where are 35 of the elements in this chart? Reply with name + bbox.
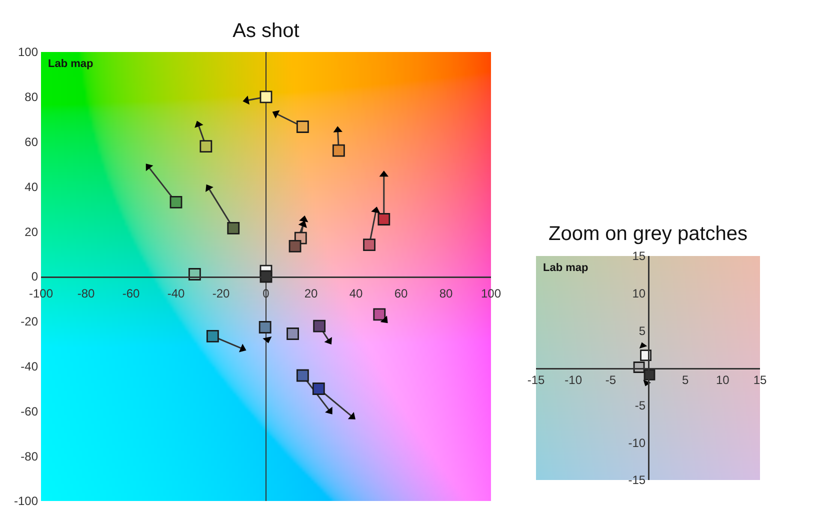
x-tick-label: -5 xyxy=(605,372,616,387)
x-tick-label: -20 xyxy=(212,286,230,300)
y-tick-label: 20 xyxy=(24,224,38,239)
x-tick-label: 5 xyxy=(682,372,689,387)
y-tick-label: 100 xyxy=(18,45,38,60)
y-tick-label: -80 xyxy=(20,449,38,464)
x-tick-label: 100 xyxy=(480,286,502,300)
y-tick-label: -10 xyxy=(628,436,646,450)
x-tick-label: 40 xyxy=(349,286,363,300)
y-tick-label: -5 xyxy=(634,398,646,413)
chart-title: Zoom on grey patches xyxy=(548,223,748,245)
y-tick-label: 40 xyxy=(24,180,38,194)
x-tick-label: -10 xyxy=(564,372,582,387)
y-tick-label: -20 xyxy=(20,314,38,329)
y-tick-label: 15 xyxy=(632,249,646,264)
x-tick-label: 20 xyxy=(304,286,318,300)
annotation: Lab map xyxy=(48,58,94,70)
y-tick-label: 60 xyxy=(24,135,38,149)
x-tick-label: -40 xyxy=(167,286,185,300)
y-tick-label: 0 xyxy=(31,270,38,284)
x-tick-label: -15 xyxy=(527,372,545,387)
y-tick-label: 80 xyxy=(24,90,38,104)
x-tick-label: 15 xyxy=(753,372,767,387)
x-tick-label: -80 xyxy=(77,286,95,300)
x-tick-label: 60 xyxy=(394,286,408,300)
y-tick-label: -100 xyxy=(14,494,38,508)
annotation: Lab map xyxy=(543,262,589,274)
y-tick-label: -40 xyxy=(20,360,38,374)
y-tick-label: 5 xyxy=(638,324,646,338)
y-tick-label: -15 xyxy=(628,473,646,488)
x-tick-label: 10 xyxy=(716,372,730,387)
y-tick-label: -60 xyxy=(20,404,38,418)
x-tick-label: -60 xyxy=(122,286,140,300)
x-tick-label: 80 xyxy=(439,286,453,300)
chart-title: As shot xyxy=(232,20,300,42)
